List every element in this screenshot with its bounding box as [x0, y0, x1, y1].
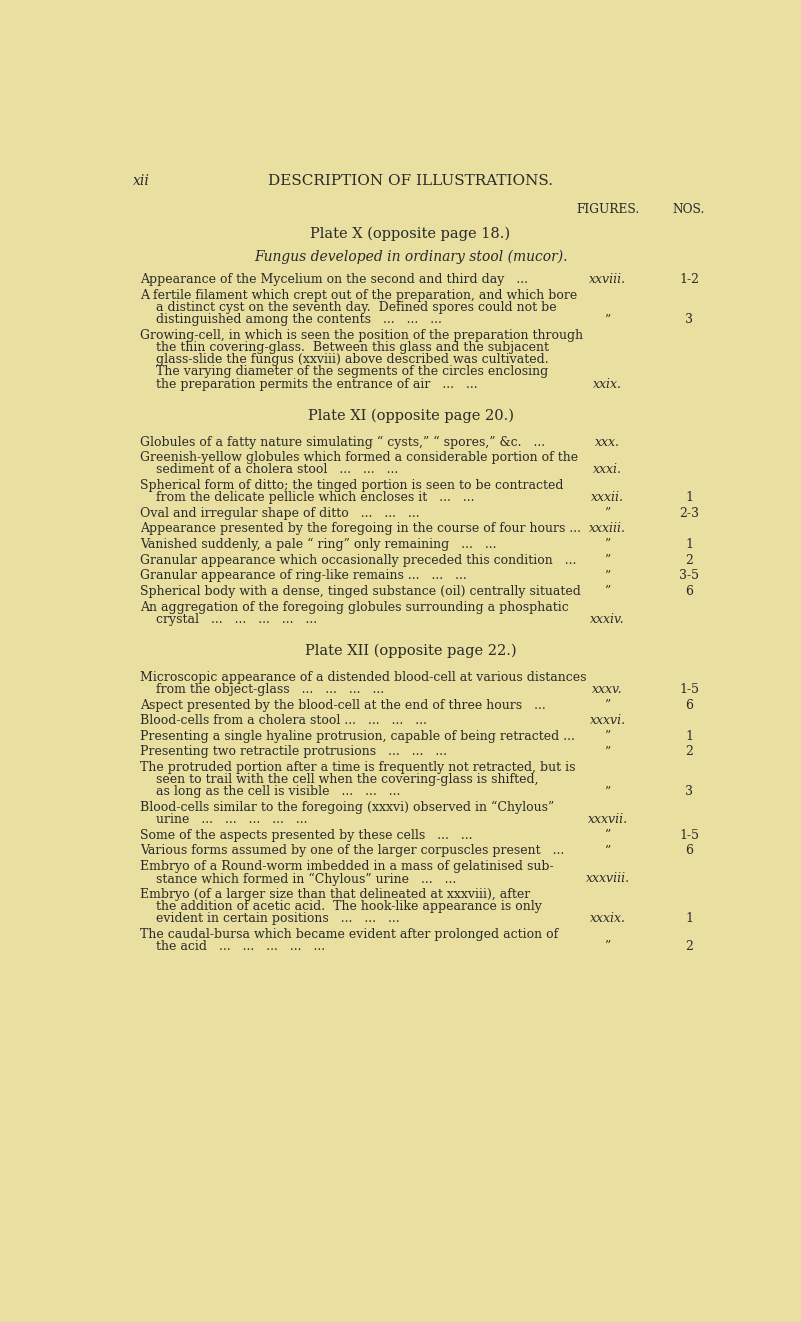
Text: Blood-cells from a cholera stool ...   ...   ...   ...: Blood-cells from a cholera stool ... ...… [140, 714, 427, 727]
Text: DESCRIPTION OF ILLUSTRATIONS.: DESCRIPTION OF ILLUSTRATIONS. [268, 175, 553, 188]
Text: Spherical body with a dense, tinged substance (oil) centrally situated: Spherical body with a dense, tinged subs… [140, 586, 582, 598]
Text: 1: 1 [685, 538, 693, 551]
Text: ”: ” [605, 845, 611, 858]
Text: 2: 2 [685, 554, 693, 567]
Text: 2: 2 [685, 746, 693, 759]
Text: a distinct cyst on the seventh day.  Defined spores could not be: a distinct cyst on the seventh day. Defi… [156, 301, 557, 315]
Text: 6: 6 [685, 586, 693, 598]
Text: ”: ” [605, 730, 611, 743]
Text: ”: ” [605, 829, 611, 842]
Text: An aggregation of the foregoing globules surrounding a phosphatic: An aggregation of the foregoing globules… [140, 600, 570, 613]
Text: 1-2: 1-2 [679, 274, 699, 287]
Text: the thin covering-glass.  Between this glass and the subjacent: the thin covering-glass. Between this gl… [156, 341, 549, 354]
Text: Some of the aspects presented by these cells   ...   ...: Some of the aspects presented by these c… [140, 829, 473, 842]
Text: 6: 6 [685, 698, 693, 711]
Text: Granular appearance which occasionally preceded this condition   ...: Granular appearance which occasionally p… [140, 554, 577, 567]
Text: Granular appearance of ring-like remains ...   ...   ...: Granular appearance of ring-like remains… [140, 570, 467, 583]
Text: Presenting two retractile protrusions   ...   ...   ...: Presenting two retractile protrusions ..… [140, 746, 448, 759]
Text: Plate XII (opposite page 22.): Plate XII (opposite page 22.) [304, 644, 517, 658]
Text: xxxviii.: xxxviii. [586, 873, 630, 886]
Text: 6: 6 [685, 845, 693, 858]
Text: 1-5: 1-5 [679, 683, 699, 695]
Text: Greenish-yellow globules which formed a considerable portion of the: Greenish-yellow globules which formed a … [140, 451, 578, 464]
Text: ”: ” [605, 554, 611, 567]
Text: urine   ...   ...   ...   ...   ...: urine ... ... ... ... ... [156, 813, 308, 826]
Text: Plate XI (opposite page 20.): Plate XI (opposite page 20.) [308, 408, 513, 423]
Text: Various forms assumed by one of the larger corpuscles present   ...: Various forms assumed by one of the larg… [140, 845, 565, 858]
Text: Fungus developed in ordinary stool (mucor).: Fungus developed in ordinary stool (muco… [254, 250, 567, 264]
Text: Plate X (opposite page 18.): Plate X (opposite page 18.) [311, 226, 510, 241]
Text: Growing-cell, in which is seen the position of the preparation through: Growing-cell, in which is seen the posit… [140, 329, 584, 342]
Text: xxx.: xxx. [595, 436, 620, 448]
Text: ”: ” [605, 785, 611, 798]
Text: A fertile filament which crept out of the preparation, and which bore: A fertile filament which crept out of th… [140, 290, 578, 301]
Text: Embryo of a Round-worm imbedded in a mass of gelatinised sub-: Embryo of a Round-worm imbedded in a mas… [140, 861, 554, 873]
Text: The caudal-bursa which became evident after prolonged action of: The caudal-bursa which became evident af… [140, 928, 558, 941]
Text: Presenting a single hyaline protrusion, capable of being retracted ...: Presenting a single hyaline protrusion, … [140, 730, 575, 743]
Text: Oval and irregular shape of ditto   ...   ...   ...: Oval and irregular shape of ditto ... ..… [140, 506, 420, 520]
Text: sediment of a cholera stool   ...   ...   ...: sediment of a cholera stool ... ... ... [156, 464, 398, 476]
Text: Spherical form of ditto; the tinged portion is seen to be contracted: Spherical form of ditto; the tinged port… [140, 479, 564, 492]
Text: distinguished among the contents   ...   ...   ...: distinguished among the contents ... ...… [156, 313, 442, 327]
Text: 3: 3 [685, 313, 693, 327]
Text: Globules of a fatty nature simulating “ cysts,” “ spores,” &c.   ...: Globules of a fatty nature simulating “ … [140, 436, 545, 449]
Text: from the delicate pellicle which encloses it   ...   ...: from the delicate pellicle which enclose… [156, 492, 474, 504]
Text: stance which formed in “Chylous” urine   ...   ...: stance which formed in “Chylous” urine .… [156, 873, 457, 886]
Text: xxxv.: xxxv. [593, 683, 623, 695]
Text: the acid   ...   ...   ...   ...   ...: the acid ... ... ... ... ... [156, 940, 325, 953]
Text: 3-5: 3-5 [679, 570, 699, 583]
Text: as long as the cell is visible   ...   ...   ...: as long as the cell is visible ... ... .… [156, 785, 400, 798]
Text: xxviii.: xxviii. [590, 274, 626, 287]
Text: xxxvi.: xxxvi. [590, 714, 626, 727]
Text: xxxvii.: xxxvii. [588, 813, 628, 826]
Text: ”: ” [605, 940, 611, 953]
Text: ”: ” [605, 506, 611, 520]
Text: Aspect presented by the blood-cell at the end of three hours   ...: Aspect presented by the blood-cell at th… [140, 698, 546, 711]
Text: xxxi.: xxxi. [594, 464, 622, 476]
Text: ”: ” [605, 538, 611, 551]
Text: Blood-cells similar to the foregoing (xxxvi) observed in “Chylous”: Blood-cells similar to the foregoing (xx… [140, 801, 554, 814]
Text: NOS.: NOS. [673, 204, 706, 217]
Text: seen to trail with the cell when the covering-glass is shifted,: seen to trail with the cell when the cov… [156, 773, 538, 787]
Text: Embryo (of a larger size than that delineated at xxxviii), after: Embryo (of a larger size than that delin… [140, 888, 531, 900]
Text: xxxiv.: xxxiv. [590, 613, 625, 625]
Text: from the object-glass   ...   ...   ...   ...: from the object-glass ... ... ... ... [156, 683, 384, 695]
Text: 1-5: 1-5 [679, 829, 699, 842]
Text: the preparation permits the entrance of air   ...   ...: the preparation permits the entrance of … [156, 378, 477, 390]
Text: xxxiii.: xxxiii. [590, 522, 626, 535]
Text: The varying diameter of the segments of the circles enclosing: The varying diameter of the segments of … [156, 365, 548, 378]
Text: 2: 2 [685, 940, 693, 953]
Text: Appearance of the Mycelium on the second and third day   ...: Appearance of the Mycelium on the second… [140, 274, 529, 287]
Text: ”: ” [605, 570, 611, 583]
Text: crystal   ...   ...   ...   ...   ...: crystal ... ... ... ... ... [156, 613, 317, 625]
Text: 1: 1 [685, 492, 693, 504]
Text: xxxii.: xxxii. [591, 492, 624, 504]
Text: 3: 3 [685, 785, 693, 798]
Text: xxxix.: xxxix. [590, 912, 626, 925]
Text: 1: 1 [685, 912, 693, 925]
Text: ”: ” [605, 586, 611, 598]
Text: Appearance presented by the foregoing in the course of four hours ...: Appearance presented by the foregoing in… [140, 522, 582, 535]
Text: ”: ” [605, 746, 611, 759]
Text: glass-slide the fungus (xxviii) above described was cultivated.: glass-slide the fungus (xxviii) above de… [156, 353, 549, 366]
Text: Microscopic appearance of a distended blood-cell at various distances: Microscopic appearance of a distended bl… [140, 670, 587, 683]
Text: FIGURES.: FIGURES. [576, 204, 639, 217]
Text: ”: ” [605, 313, 611, 327]
Text: ”: ” [605, 698, 611, 711]
Text: Vanished suddenly, a pale “ ring” only remaining   ...   ...: Vanished suddenly, a pale “ ring” only r… [140, 538, 497, 551]
Text: 2-3: 2-3 [679, 506, 699, 520]
Text: 1: 1 [685, 730, 693, 743]
Text: the addition of acetic acid.  The hook-like appearance is only: the addition of acetic acid. The hook-li… [156, 900, 541, 914]
Text: xii: xii [133, 175, 150, 188]
Text: evident in certain positions   ...   ...   ...: evident in certain positions ... ... ... [156, 912, 400, 925]
Text: The protruded portion after a time is frequently not retracted, but is: The protruded portion after a time is fr… [140, 761, 576, 775]
Text: xxix.: xxix. [594, 378, 622, 390]
